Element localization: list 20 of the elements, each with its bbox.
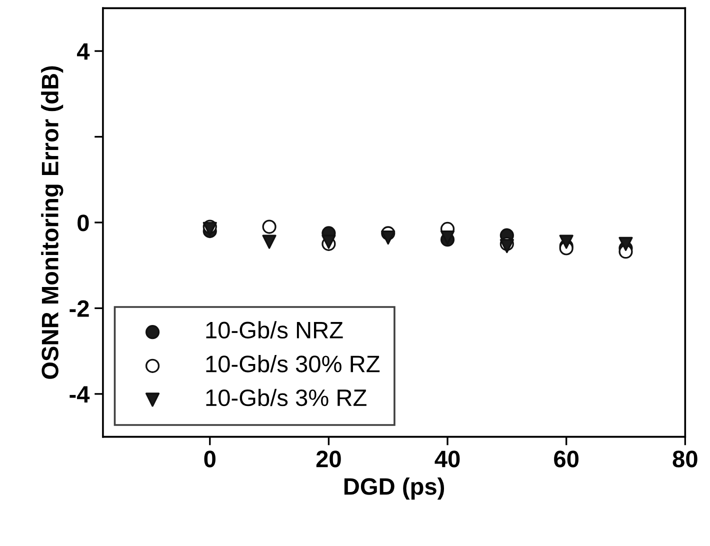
x-axis-title: DGD (ps): [344, 478, 444, 500]
x-tick-label: 80: [672, 450, 698, 468]
x-tick-label: 0: [204, 450, 216, 468]
point: [618, 236, 633, 251]
legend-label: 10-Gb/s 30% RZ: [206, 355, 380, 372]
y-tick-label: -4: [70, 386, 90, 402]
y-tick-label: -2: [70, 300, 89, 317]
legend-label: 10-Gb/s NRZ: [206, 321, 343, 339]
y-tick-label: 4: [76, 43, 90, 60]
point: [262, 234, 276, 249]
y-tick-label: 0: [78, 214, 89, 232]
x-tick-label: 60: [554, 450, 578, 468]
x-tick-label: 40: [434, 450, 460, 468]
x-tick-label: 20: [316, 450, 341, 468]
point: [262, 220, 276, 234]
y-axis-title: OSNR Monitoring Error (dB): [41, 66, 64, 379]
point: [381, 230, 396, 245]
point: [500, 239, 514, 254]
point: [559, 234, 574, 249]
legend-label: 10-Gb/s 3% RZ: [206, 388, 366, 406]
